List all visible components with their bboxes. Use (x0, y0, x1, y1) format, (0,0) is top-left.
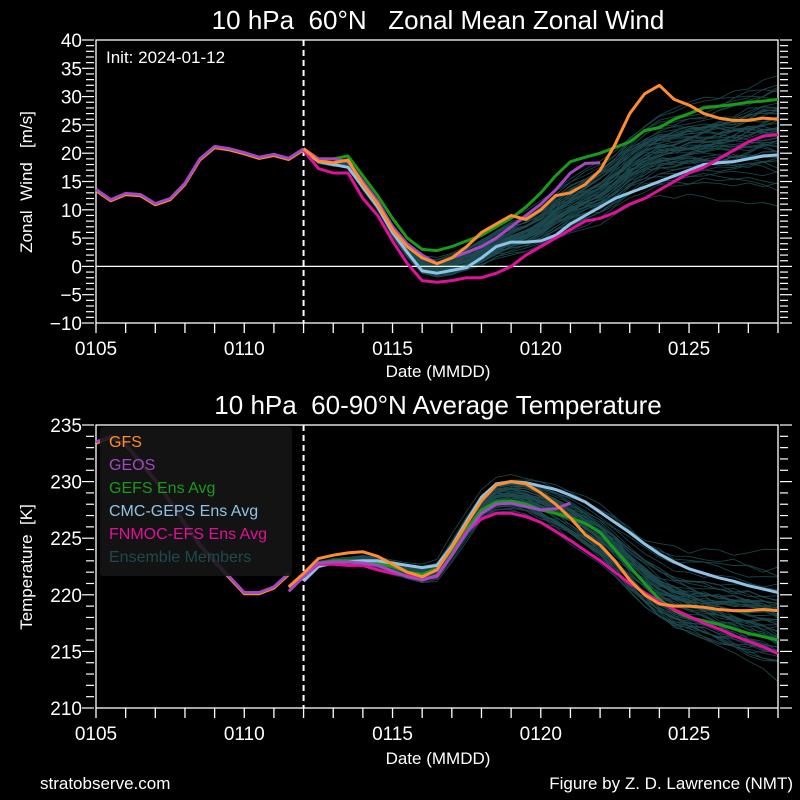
ensemble-member-line (288, 502, 779, 655)
ensemble-member-line (288, 499, 779, 653)
ensemble-member-line (288, 504, 779, 657)
ensemble-member-line (288, 474, 779, 587)
x-tick-label: 0110 (224, 724, 265, 745)
y-tick-label: −5 (60, 286, 82, 307)
y-tick-label: 215 (50, 642, 82, 663)
y-tick-label: 210 (50, 699, 82, 720)
x-tick-label: 0105 (75, 724, 117, 745)
y-tick-label: 15 (61, 173, 82, 194)
y-tick-label: 20 (61, 144, 82, 165)
ensemble-member-line (288, 504, 779, 652)
init-annotation: Init: 2024-01-12 (106, 48, 225, 67)
wind-x-axis-label: Date (MMDD) (386, 362, 491, 381)
wind-y-axis-label: Zonal Wind [m/s] (17, 111, 36, 253)
x-tick-label: 0125 (668, 339, 710, 360)
y-tick-label: 40 (61, 31, 82, 52)
legend-item-fnmoc: FNMOC-EFS Ens Avg (109, 526, 267, 543)
legend-item-cmc: CMC-GEPS Ens Avg (109, 503, 258, 520)
footer-site: stratobserve.com (40, 774, 170, 793)
footer-credit: Figure by Z. D. Lawrence (NMT) (549, 774, 793, 793)
analysis-line-geos (95, 144, 305, 206)
y-tick-label: 0 (71, 257, 82, 278)
legend-item-geos: GEOS (109, 457, 155, 474)
y-tick-label: 220 (50, 586, 82, 607)
y-tick-label: 25 (61, 116, 82, 137)
ensemble-member-line (303, 149, 779, 275)
y-tick-label: 30 (61, 88, 82, 109)
plot-frame (95, 39, 779, 324)
x-tick-label: 0115 (372, 339, 413, 360)
legend-item-gefs: GEFS Ens Avg (109, 480, 215, 497)
x-tick-label: 0125 (668, 724, 710, 745)
x-tick-label: 0120 (520, 339, 562, 360)
series-line-fnmoc (302, 133, 779, 284)
legend: GFS GEOS GEFS Ens Avg CMC-GEPS Ens Avg FNMOC… (100, 427, 292, 576)
series-line-gfs (302, 83, 779, 266)
y-tick-label: 35 (61, 59, 82, 80)
y-tick-label: 10 (61, 201, 82, 222)
series-line-geos (287, 501, 571, 593)
analysis-line-gfs (95, 146, 305, 207)
y-tick-label: −10 (50, 314, 82, 335)
legend-box (100, 427, 292, 576)
y-tick-label: 235 (50, 416, 82, 437)
temperature-y-axis-label: Temperature [K] (17, 504, 36, 630)
temperature-axes: 0105 0110 0115 0120 0125 210 215 220 225 230 235 (50, 416, 792, 745)
x-tick-label: 0110 (224, 339, 265, 360)
wind-panel: 10 hPa 60°N Zonal Mean Zonal Wind 0105 01… (17, 5, 792, 381)
x-tick-label: 0115 (372, 724, 413, 745)
wind-series-lines (95, 83, 779, 284)
series-line-gfs (287, 480, 779, 613)
legend-item-members: Ensemble Members (109, 549, 251, 566)
series-line-fnmoc (302, 511, 779, 656)
x-tick-label: 0120 (520, 724, 562, 745)
y-tick-label: 230 (50, 473, 82, 494)
y-tick-label: 5 (71, 229, 82, 250)
ensemble-member-line (288, 498, 778, 654)
temperature-panel: 10 hPa 60-90°N Average Temperature 0105 0… (17, 390, 792, 768)
ensemble-member-line (288, 508, 779, 648)
series-line-cmc (302, 480, 779, 594)
plot-frame (95, 424, 779, 709)
y-tick-label: 225 (50, 529, 82, 550)
wind-chart-title: 10 hPa 60°N Zonal Mean Zonal Wind (212, 5, 665, 35)
temperature-chart-title: 10 hPa 60-90°N Average Temperature (214, 390, 661, 420)
x-tick-label: 0105 (75, 339, 117, 360)
wind-axes: 0105 0110 0115 0120 0125 −10 −5 0 5 10 15 20 25 30 35 4… (50, 31, 792, 360)
temperature-x-axis-label: Date (MMDD) (386, 749, 491, 768)
legend-item-gfs: GFS (109, 434, 142, 451)
